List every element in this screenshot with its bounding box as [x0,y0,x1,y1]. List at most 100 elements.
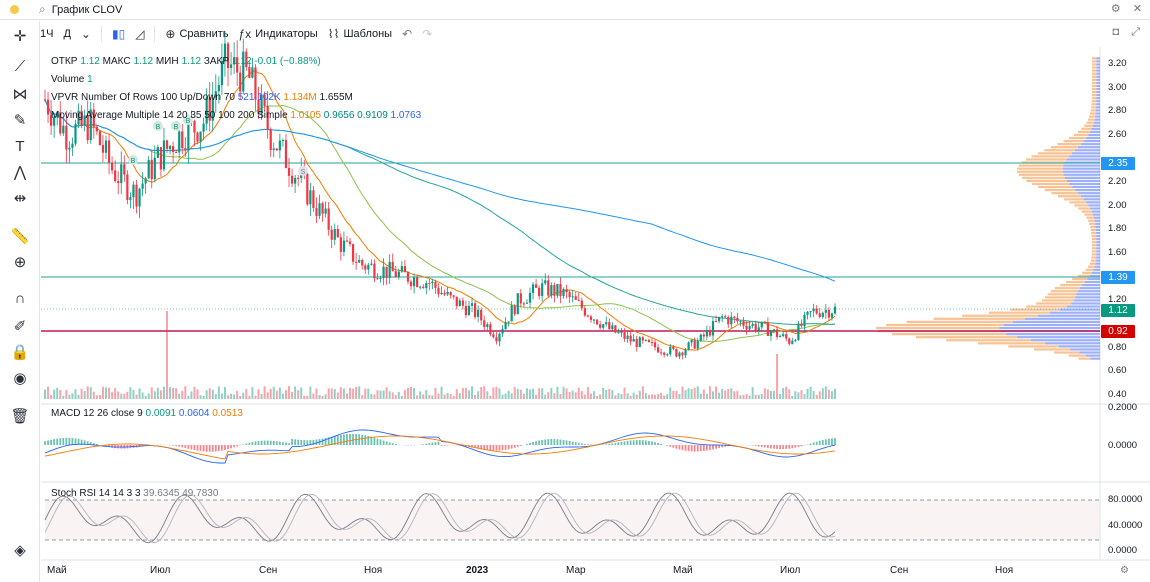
price-tag-1-12[interactable]: 1.12 [1101,304,1135,317]
close-icon[interactable]: ✕ [1132,3,1142,15]
pattern-icon[interactable]: ⋀ [13,164,27,181]
macd-histogram-bar [352,433,354,445]
sell-marker[interactable] [298,166,308,176]
macd-pane[interactable] [44,429,836,464]
candles-icon[interactable]: ▮▯ [111,27,126,41]
layers-icon[interactable]: ◈ [14,542,26,559]
macd-histogram-bar [376,438,379,445]
redo-icon[interactable]: ↷ [422,27,433,41]
text-tool-icon[interactable]: T [15,138,25,155]
indicators-button[interactable]: ƒx Индикаторы [239,27,318,41]
interval-1h-button[interactable]: 1Ч [40,28,54,40]
chart-style-icon[interactable]: ◿ [135,27,145,41]
macd-histogram-bar [693,445,696,452]
expand-icon[interactable]: ⤢ [1131,26,1140,38]
volume-bar [830,391,833,399]
trash-icon[interactable]: 🗑 [10,408,30,425]
price-tag-1-39[interactable]: 1.39 [1101,271,1135,284]
buy-marker[interactable] [171,121,181,131]
volume-bar [812,391,815,399]
volume-profile-bar [1038,185,1073,189]
interval-day-button[interactable]: Д [63,28,71,40]
candle-body [68,147,71,150]
price-tag-0-92[interactable]: 0.92 [1101,325,1135,338]
lock-icon[interactable]: 🔒 [10,344,30,361]
volume-bar [657,394,660,399]
settings-icon[interactable]: ⚙ [1110,3,1121,15]
volume-bar [169,387,172,399]
volume-profile-bar [1086,216,1094,219]
stoch-legend[interactable]: Stoch RSI 14 14 3 3 39.6345 49.7830 [51,488,218,499]
macd-histogram-bar [434,442,437,445]
volume-profile-bar [1018,173,1064,176]
zoom-icon[interactable]: ⊕ [13,254,27,271]
macd-histogram-bar [763,445,766,448]
buy-marker[interactable] [183,115,193,125]
volume-legend[interactable]: Volume 1 [51,74,93,85]
macd-legend[interactable]: MACD 12 26 close 9 0.0091 0.0604 0.0513 [51,408,243,419]
volume-bar [159,390,162,399]
macd-histogram-bar [394,443,397,445]
vpvr-legend[interactable]: VPVR Number Of Rows 100 Up/Down 70 521.1… [51,92,353,103]
volume-bar [754,394,757,399]
buy-marker[interactable] [153,121,163,131]
macd-histogram-bar [800,445,803,447]
volume-profile-bar [1091,97,1097,100]
fib-icon[interactable]: ⋈ [12,86,28,103]
volume-bar [117,391,120,399]
volume-profile-bar [1096,244,1100,247]
candle-body [507,321,510,323]
trendline-icon[interactable]: ⟋ [14,58,26,75]
volume-profile-bar [1078,207,1091,210]
compare-button[interactable]: ⊕ Сравнить [165,27,228,41]
lock-drawing-icon[interactable]: ✐ [13,318,27,335]
volume-bar [278,387,281,399]
search-icon[interactable]: ⌕ [39,2,46,16]
volume-bar [623,387,626,399]
forecast-icon[interactable]: ⇹ [13,190,27,207]
volume-bar [419,391,422,399]
volume-bar [721,388,724,399]
time-label: Май [47,565,67,576]
volume-bar [660,392,663,399]
chevron-down-icon[interactable]: ⌄ [80,27,91,41]
templates-button[interactable]: ⌇⌇ Шаблоны [328,27,392,41]
eye-icon[interactable]: ◉ [13,370,27,387]
macd-histogram-bar [193,445,196,451]
candle-body [297,177,300,179]
ma-legend[interactable]: Moving Average Multiple 14 20 35 50 100 … [51,110,421,121]
crosshair-icon[interactable]: ✛ [13,28,27,45]
time-label: 2023 [466,565,489,576]
volume-bar [403,390,406,399]
vpvr-value-3: 1.655M [319,92,353,103]
volume-bar [550,388,553,399]
candle-body [263,94,266,107]
candle-body [129,197,132,200]
macd-histogram-bar [614,442,617,445]
candle-body [751,323,754,326]
price-tick: 2.80 [1108,105,1127,116]
camera-icon[interactable]: ◘ [1112,26,1120,38]
candle-body [321,203,324,214]
macd-histogram-bar [815,441,818,445]
candle-body [74,124,77,144]
volume-bar [715,386,718,399]
candle-body [803,314,806,327]
vpvr-value-2: 1.134M [283,92,317,103]
stoch-rsi-pane[interactable] [44,492,836,544]
settings-icon[interactable]: ⚙ [1120,565,1129,576]
ruler-icon[interactable]: 📏 [10,228,30,245]
undo-icon[interactable]: ↶ [402,27,413,41]
volume-profile-bar [1090,357,1100,360]
buy-marker[interactable] [128,155,138,165]
volume-profile-bar [1093,268,1100,271]
volume-profile-bar [1068,354,1086,357]
volume-profile-bar [1017,167,1063,170]
macd-histogram-bar [95,443,98,445]
candle-body [214,91,217,98]
volume-bar [394,395,397,399]
brush-icon[interactable]: ✎ [13,112,27,129]
magnet-icon[interactable]: ∩ [14,290,26,307]
price-tag-2-35[interactable]: 2.35 [1101,157,1135,170]
